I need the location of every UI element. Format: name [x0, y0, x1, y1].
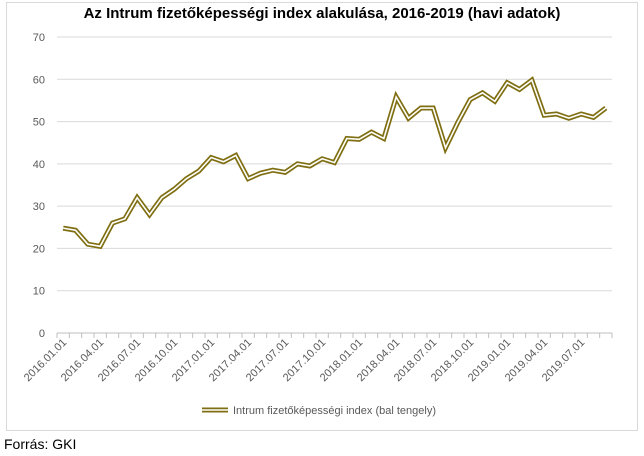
- data-point: [369, 130, 374, 135]
- data-point: [418, 106, 423, 111]
- data-point: [357, 137, 362, 142]
- data-point: [381, 136, 386, 141]
- y-tick-label: 0: [39, 328, 45, 340]
- data-point: [332, 160, 337, 165]
- data-point: [147, 212, 152, 217]
- y-tick-label: 20: [33, 243, 45, 255]
- data-point: [73, 228, 78, 233]
- data-point: [406, 116, 411, 121]
- y-tick-label: 40: [33, 159, 45, 171]
- data-point: [221, 159, 226, 164]
- data-point: [431, 106, 436, 111]
- data-point: [505, 80, 510, 85]
- data-point: [196, 169, 201, 174]
- data-point: [61, 226, 66, 231]
- data-point: [172, 187, 177, 192]
- series-line-inner: [63, 78, 607, 248]
- data-point: [492, 99, 497, 104]
- data-point: [307, 163, 312, 168]
- data-point: [344, 136, 349, 141]
- data-point: [443, 145, 448, 150]
- chart-frame: [6, 2, 638, 431]
- data-point: [270, 168, 275, 173]
- data-point: [295, 161, 300, 166]
- y-tick-label: 10: [33, 286, 45, 298]
- gridlines: [57, 36, 612, 292]
- x-axis-ticks: 2016.01.012016.04.012016.07.012016.10.01…: [22, 337, 587, 384]
- data-point: [554, 111, 559, 116]
- data-point: [110, 221, 115, 226]
- data-point: [591, 115, 596, 120]
- data-point: [455, 120, 460, 125]
- legend-label: Intrum fizetőképességi index (bal tengel…: [233, 405, 436, 417]
- data-point: [258, 171, 263, 176]
- y-tick-label: 50: [33, 117, 45, 129]
- x-axis: [56, 332, 613, 338]
- data-point: [283, 170, 288, 175]
- data-point: [603, 106, 608, 111]
- chart-title: Az Intrum fizetőképességi index alakulás…: [83, 5, 561, 22]
- data-point: [517, 87, 522, 92]
- series-layer: [61, 76, 608, 250]
- y-tick-label: 60: [33, 74, 45, 86]
- y-axis-ticks: 0 10 20 30 40 50 60 70: [33, 32, 45, 340]
- data-point: [566, 116, 571, 121]
- data-point: [98, 244, 103, 249]
- data-point: [320, 156, 325, 161]
- data-point: [135, 195, 140, 200]
- data-point: [579, 111, 584, 116]
- data-point: [542, 113, 547, 118]
- data-point: [468, 97, 473, 102]
- data-point: [246, 176, 251, 181]
- y-tick-label: 30: [33, 201, 45, 213]
- data-point: [122, 216, 127, 221]
- data-point: [85, 242, 90, 247]
- source-note: Forrás: GKI: [4, 436, 77, 452]
- y-tick-label: 70: [33, 32, 45, 44]
- data-point: [394, 95, 399, 100]
- data-point: [480, 90, 485, 95]
- data-point: [529, 78, 534, 83]
- legend: Intrum fizetőképességi index (bal tengel…: [202, 405, 436, 417]
- data-point: [184, 176, 189, 181]
- data-point: [233, 153, 238, 158]
- data-point: [159, 195, 164, 200]
- data-point: [209, 155, 214, 160]
